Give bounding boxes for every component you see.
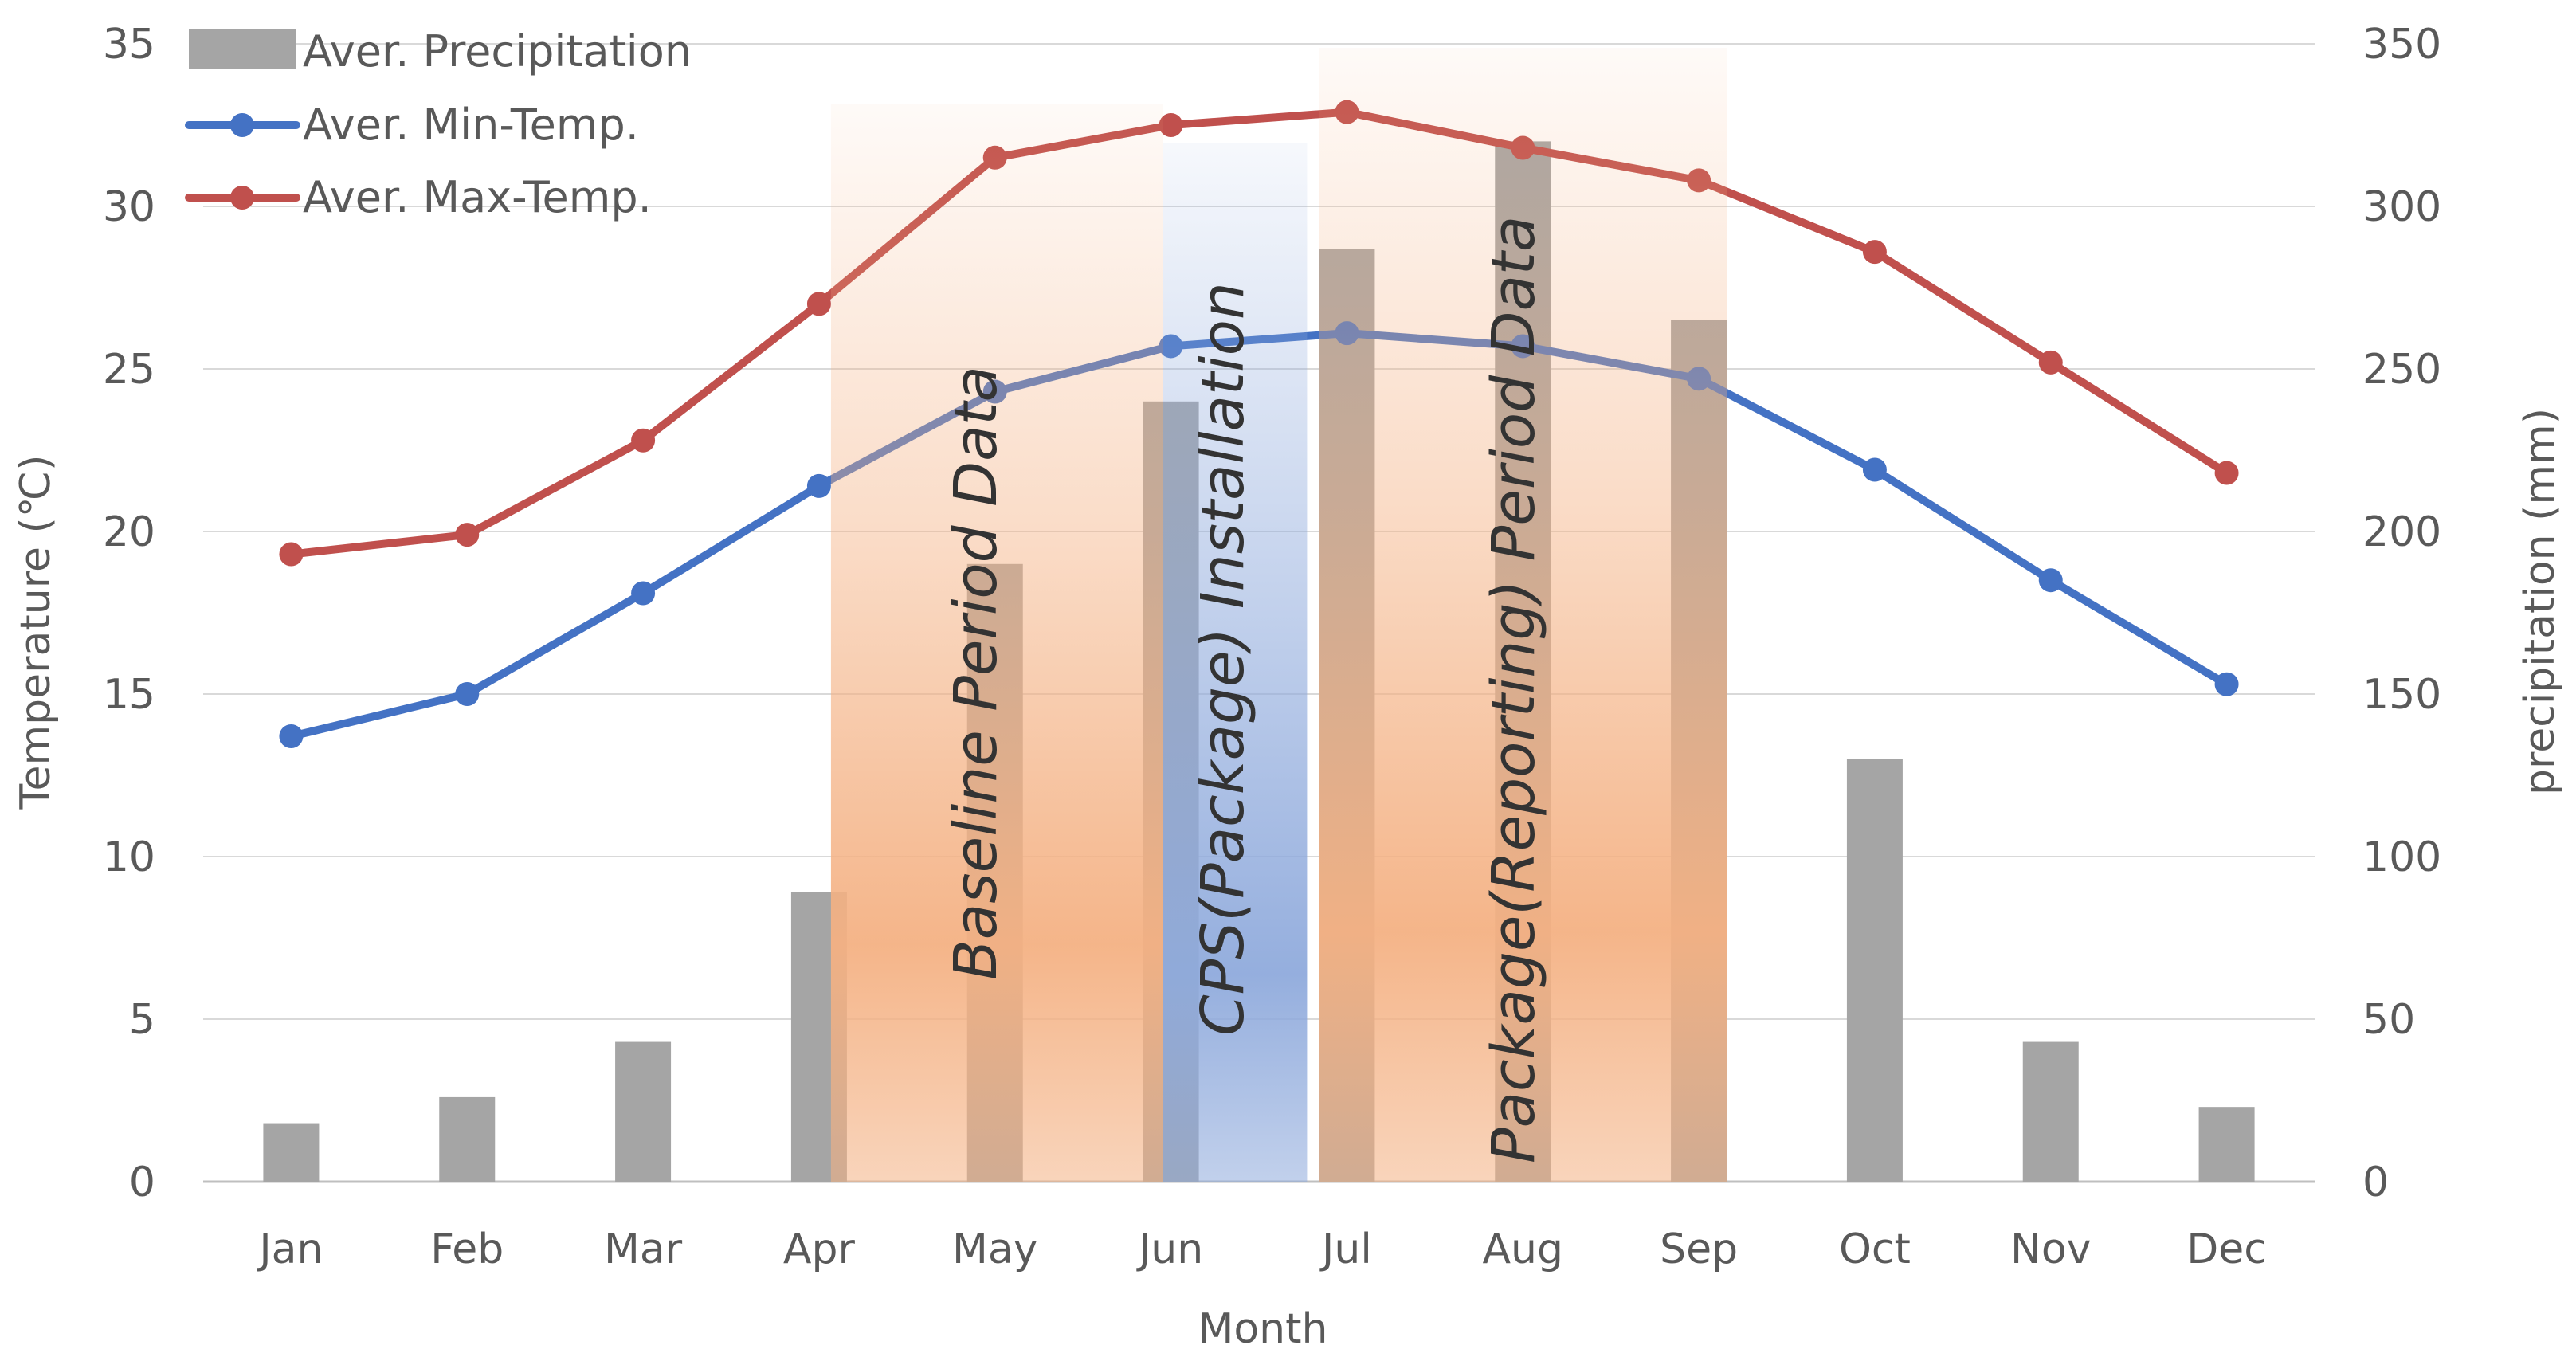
aver-min-temp-point-jan xyxy=(279,724,304,749)
right-tick-label: 200 xyxy=(2362,508,2441,556)
left-axis-title: Temperature (℃) xyxy=(12,455,60,810)
left-tick-label: 35 xyxy=(103,21,155,69)
right-tick-label: 250 xyxy=(2362,346,2441,394)
aver-min-temp-point-feb xyxy=(455,682,480,706)
left-tick-label: 25 xyxy=(103,346,155,394)
left-tick-label: 30 xyxy=(103,183,155,231)
aver-max-temp-point-jan xyxy=(279,542,304,567)
left-tick-label: 10 xyxy=(103,833,155,881)
x-tick-label: Feb xyxy=(430,1226,504,1273)
precipitation-bar-dec xyxy=(2198,1107,2255,1182)
aver-min-temp-point-dec xyxy=(2214,672,2239,696)
aver-max-temp-point-apr xyxy=(806,292,831,316)
precipitation-bar-feb xyxy=(439,1096,496,1182)
left-tick-label: 15 xyxy=(103,671,155,719)
legend: Aver. Precipitation Aver. Min-Temp. Aver. … xyxy=(185,26,692,222)
aver-max-temp-point-feb xyxy=(455,523,480,547)
x-tick-label: May xyxy=(952,1226,1038,1273)
x-tick-label: Jul xyxy=(1319,1226,1372,1273)
x-tick-label: Mar xyxy=(604,1226,683,1273)
x-tick-label: Nov xyxy=(2010,1226,2092,1273)
right-tick-label: 50 xyxy=(2362,996,2415,1044)
precipitation-bar-oct xyxy=(1846,759,1903,1182)
right-tick-label: 0 xyxy=(2362,1159,2389,1206)
left-tick-label: 20 xyxy=(103,508,155,556)
x-axis-ticks: Jan Feb Mar Apr May Jun Jul Aug Sep Oct Nov Dec xyxy=(257,1226,2267,1273)
legend-label-aver-min-temp: Aver. Min-Temp. xyxy=(303,100,639,150)
aver-min-temp-point-nov xyxy=(2038,568,2063,593)
x-tick-label: Apr xyxy=(783,1226,856,1273)
precipitation-bar-mar xyxy=(615,1041,672,1182)
package-reporting-period-data-label: Package(Reporting) Period Data xyxy=(1480,216,1548,1163)
aver-min-temp-point-mar xyxy=(631,581,656,606)
aver-min-temp-point-apr xyxy=(806,473,831,498)
x-tick-label: Sep xyxy=(1660,1226,1738,1273)
legend-label-aver-precipitation: Aver. Precipitation xyxy=(303,26,692,76)
left-tick-label: 5 xyxy=(129,996,155,1044)
aver-max-temp-point-jun xyxy=(1159,113,1183,137)
x-tick-label: Aug xyxy=(1482,1226,1563,1273)
aver-max-temp-point-oct xyxy=(1862,240,1887,265)
left-tick-label: 0 xyxy=(129,1159,155,1206)
cps-package-installation-label: CPS(Package) Installation xyxy=(1189,282,1257,1036)
aver-max-temp-point-mar xyxy=(631,428,656,453)
right-tick-label: 100 xyxy=(2362,833,2441,881)
right-axis-title: precipitation (mm) xyxy=(2516,408,2564,795)
period-bands: Baseline Period Data CPS(Package) Install… xyxy=(830,48,1727,1182)
legend-label-aver-max-temp: Aver. Max-Temp. xyxy=(303,172,652,222)
package-reporting-period-data-band xyxy=(1319,48,1727,1182)
aver-max-temp-point-dec xyxy=(2214,461,2239,485)
left-axis-ticks: 0 5 10 15 20 25 30 35 xyxy=(103,21,155,1206)
right-tick-label: 350 xyxy=(2362,21,2441,69)
legend-swatch-aver-precipitation xyxy=(189,29,296,69)
x-tick-label: Jun xyxy=(1136,1226,1203,1273)
aver-max-temp-line xyxy=(287,108,2231,559)
precipitation-bar-nov xyxy=(2022,1041,2079,1182)
legend-marker-aver-min-temp xyxy=(230,113,254,137)
x-tick-label: Dec xyxy=(2186,1226,2267,1273)
baseline-period-data-band xyxy=(830,104,1163,1182)
x-tick-label: Oct xyxy=(1839,1226,1911,1273)
right-tick-label: 150 xyxy=(2362,671,2441,719)
legend-marker-aver-max-temp xyxy=(230,186,254,210)
x-tick-label: Jan xyxy=(257,1226,323,1273)
right-tick-label: 300 xyxy=(2362,183,2441,231)
cps-package-installation-band xyxy=(1163,143,1308,1182)
right-axis-ticks: 0 50 100 150 200 250 300 350 xyxy=(2362,21,2441,1206)
aver-min-temp-point-oct xyxy=(1862,457,1887,482)
baseline-period-data-label: Baseline Period Data xyxy=(942,366,1010,980)
x-axis-title: Month xyxy=(1198,1305,1328,1353)
precipitation-bar-jan xyxy=(263,1123,320,1182)
aver-max-temp-point-nov xyxy=(2038,350,2063,375)
